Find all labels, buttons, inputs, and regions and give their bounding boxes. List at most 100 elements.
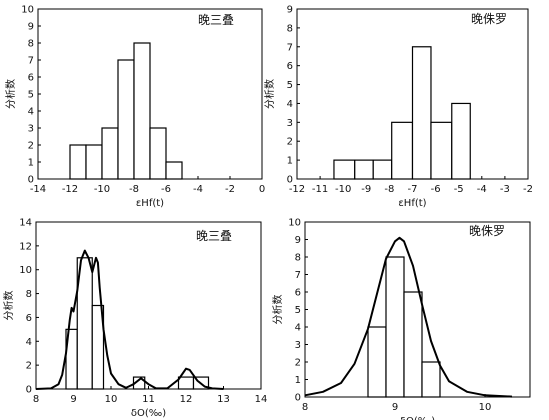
x-tick-label: -10	[94, 184, 110, 195]
histogram-bar	[91, 304, 105, 390]
histogram-bar	[149, 127, 167, 180]
density-curve	[35, 249, 224, 390]
y-tick-label: 12	[19, 241, 32, 252]
x-tick-label: -7	[408, 184, 418, 195]
y-tick-label: 10	[288, 218, 301, 229]
histogram-bar	[69, 144, 87, 180]
y-tick-label: 9	[28, 22, 34, 33]
x-tick-label: 11	[142, 394, 155, 405]
x-tick-label: -10	[335, 184, 351, 195]
y-tick-label: 9	[295, 235, 301, 246]
histogram-bar	[372, 159, 393, 180]
y-tick-label: 10	[21, 5, 34, 16]
chart-panel-top-right: 0 1 2 3 4 5 6 7 8 9 -12 -11 -10 -9 -8 -7 -6 -5 -4 -3 -2 晚侏罗分析…	[263, 5, 533, 210]
x-axis-title: δO(‰)	[400, 416, 435, 420]
y-tick-label: 8	[295, 253, 301, 264]
histogram-bar	[333, 159, 356, 180]
x-tick-label: 14	[255, 394, 268, 405]
x-tick-label: -12	[62, 184, 78, 195]
y-tick-label: 3	[287, 118, 293, 129]
y-tick-label: 1	[287, 156, 293, 167]
y-tick-label: 2	[287, 137, 293, 148]
y-tick-label: 6	[26, 313, 32, 324]
y-tick-label: 4	[26, 337, 32, 348]
histogram-bar	[411, 46, 432, 180]
histogram-bar	[177, 376, 195, 390]
x-tick-label: 12	[180, 394, 193, 405]
y-tick-label: 6	[28, 73, 34, 84]
x-tick-label: 10	[105, 394, 118, 405]
y-tick-label: 4	[287, 99, 293, 110]
y-tick-label: 6	[287, 61, 293, 72]
histogram-bar	[117, 59, 135, 180]
density-curve	[304, 236, 513, 398]
y-tick-label: 14	[19, 218, 32, 229]
x-tick-label: -14	[30, 184, 46, 195]
x-tick-label: -11	[312, 184, 328, 195]
histogram-bar	[354, 159, 374, 180]
y-tick-label: 5	[287, 80, 293, 91]
y-tick-label: 0	[28, 175, 34, 186]
histogram-bar	[367, 326, 387, 398]
x-tick-label: -4	[477, 184, 487, 195]
histogram-bar	[451, 102, 471, 180]
y-tick-label: 8	[287, 23, 293, 34]
y-tick-label: 10	[19, 265, 32, 276]
panel-label: 晚三叠	[198, 13, 234, 27]
y-tick-label: 5	[295, 305, 301, 316]
x-tick-label: 13	[217, 394, 230, 405]
y-tick-label: 1	[28, 158, 34, 169]
y-tick-label: 9	[287, 5, 293, 16]
y-tick-label: 3	[28, 124, 34, 135]
x-tick-label: -6	[161, 184, 171, 195]
y-tick-label: 8	[26, 289, 32, 300]
x-tick-label: -6	[431, 184, 441, 195]
y-tick-label: 4	[295, 323, 301, 334]
y-axis-title: 分析数	[263, 79, 276, 109]
y-tick-label: 0	[295, 393, 301, 404]
y-tick-label: 1	[295, 375, 301, 386]
y-tick-label: 7	[28, 56, 34, 67]
y-tick-label: 7	[287, 42, 293, 53]
x-axis-title: δO(‰)	[131, 408, 166, 419]
y-tick-label: 0	[26, 385, 32, 396]
y-axis-title: 分析数	[271, 295, 284, 325]
histogram-bar	[391, 121, 414, 180]
histogram-bar	[133, 42, 151, 180]
x-axis-title: εHf(t)	[136, 198, 164, 209]
x-tick-label: 8	[33, 394, 39, 405]
x-tick-label: -2	[523, 184, 533, 195]
y-tick-label: 2	[295, 358, 301, 369]
histogram-bar	[421, 361, 441, 398]
y-axis-title: 分析数	[2, 291, 15, 321]
y-axis-title: 分析数	[4, 79, 17, 109]
x-tick-label: -2	[225, 184, 235, 195]
x-tick-label: -8	[384, 184, 394, 195]
histogram-bar	[430, 121, 453, 180]
x-tick-label: 10	[479, 402, 492, 413]
y-tick-label: 3	[295, 340, 301, 351]
x-tick-label: 8	[302, 402, 308, 413]
y-tick-label: 8	[28, 39, 34, 50]
x-tick-label: 9	[392, 402, 398, 413]
x-axis-title: εHf(t)	[398, 198, 426, 209]
y-tick-label: 7	[295, 270, 301, 281]
histogram-bar	[85, 144, 103, 180]
y-tick-label: 2	[26, 361, 32, 372]
x-tick-label: 0	[259, 184, 265, 195]
y-tick-label: 2	[28, 141, 34, 152]
panel-label: 晚侏罗	[471, 12, 507, 26]
histogram-bar	[101, 127, 119, 180]
x-tick-label: -8	[129, 184, 139, 195]
histogram-bar	[165, 161, 183, 180]
x-tick-label: -4	[193, 184, 203, 195]
y-tick-label: 5	[28, 90, 34, 101]
x-tick-label: 9	[70, 394, 76, 405]
panel-label: 晚侏罗	[469, 224, 505, 238]
x-tick-label: -3	[500, 184, 510, 195]
x-tick-label: -12	[289, 184, 305, 195]
